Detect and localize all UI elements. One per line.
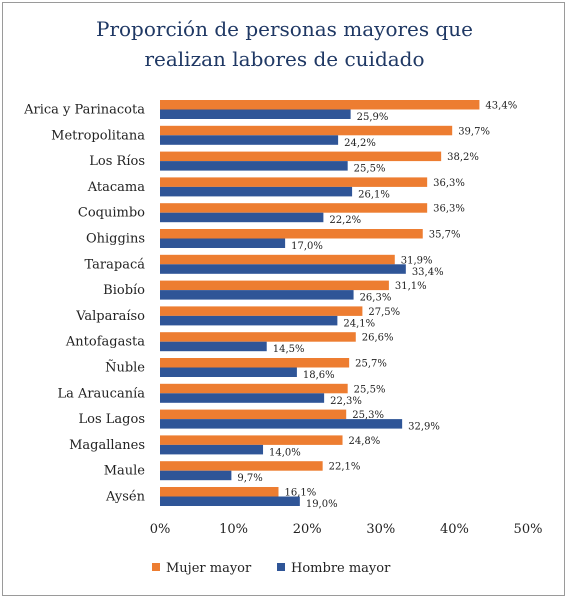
x-tick-label: 10% xyxy=(219,522,248,537)
legend-label: Hombre mayor xyxy=(291,561,391,576)
bar-hombre-mayor xyxy=(160,419,403,429)
value-label-mujer-mayor: 36,3% xyxy=(433,178,465,189)
bar-mujer-mayor xyxy=(160,151,442,162)
category-label: Arica y Parinacota xyxy=(23,103,145,118)
x-tick-label: 30% xyxy=(366,522,395,537)
bars-group xyxy=(160,100,480,506)
value-label-mujer-mayor: 24,8% xyxy=(349,436,381,447)
bar-hombre-mayor xyxy=(160,470,232,481)
category-label: Antofagasta xyxy=(65,335,145,350)
value-label-mujer-mayor: 25,5% xyxy=(354,384,386,395)
category-label: Metropolitana xyxy=(51,128,145,143)
bar-mujer-mayor xyxy=(160,229,423,239)
bar-mujer-mayor xyxy=(160,487,279,497)
value-label-hombre-mayor: 26,1% xyxy=(358,189,390,200)
category-label: Biobío xyxy=(103,283,145,298)
bar-hombre-mayor xyxy=(160,496,300,506)
bar-hombre-mayor xyxy=(160,264,406,274)
bar-hombre-mayor xyxy=(160,238,286,248)
category-label: Los Lagos xyxy=(79,412,145,427)
x-tick-label: 20% xyxy=(293,522,322,537)
bar-mujer-mayor xyxy=(160,100,480,110)
value-label-mujer-mayor: 38,2% xyxy=(447,152,479,163)
legend-label: Mujer mayor xyxy=(166,561,252,576)
bar-mujer-mayor xyxy=(160,435,343,445)
category-label: Maule xyxy=(104,464,146,479)
bar-hombre-mayor xyxy=(160,315,338,326)
bar-hombre-mayor xyxy=(160,212,324,223)
legend-swatch xyxy=(277,563,285,571)
x-axis-ticks: 0% 10% 20% 30% 40% 50% xyxy=(150,522,543,537)
value-label-mujer-mayor: 26,6% xyxy=(362,333,394,344)
value-label-mujer-mayor: 16,1% xyxy=(284,488,316,499)
chart-title-line-2: realizan labores de cuidado xyxy=(144,47,425,71)
value-label-mujer-mayor: 31,1% xyxy=(395,281,427,292)
value-label-hombre-mayor: 22,2% xyxy=(329,215,361,226)
value-label-hombre-mayor: 14,0% xyxy=(269,447,301,458)
category-label: Valparaíso xyxy=(75,309,145,324)
value-label-hombre-mayor: 9,7% xyxy=(237,473,262,484)
value-label-hombre-mayor: 19,0% xyxy=(306,499,338,510)
value-label-mujer-mayor: 25,3% xyxy=(352,410,384,421)
category-label: Los Ríos xyxy=(89,154,145,169)
category-label: Atacama xyxy=(87,180,145,195)
bar-hombre-mayor xyxy=(160,161,348,171)
value-labels: 43,4% 25,9% 39,7% 24,2% 38,2% 25,5% 36,3% 26,1%… xyxy=(237,101,517,511)
bar-mujer-mayor xyxy=(160,125,453,136)
bar-mujer-mayor xyxy=(160,177,428,187)
value-label-hombre-mayor: 14,5% xyxy=(273,344,305,355)
x-tick-label: 50% xyxy=(514,522,543,537)
bar-mujer-mayor xyxy=(160,332,356,342)
value-label-hombre-mayor: 33,4% xyxy=(412,267,444,278)
bar-mujer-mayor xyxy=(160,383,348,394)
bar-mujer-mayor xyxy=(160,358,350,368)
value-label-hombre-mayor: 24,1% xyxy=(343,318,375,329)
legend-swatch xyxy=(152,563,160,571)
value-label-hombre-mayor: 25,5% xyxy=(354,164,386,175)
bar-hombre-mayor xyxy=(160,367,297,377)
value-label-mujer-mayor: 39,7% xyxy=(458,126,490,137)
category-labels: Arica y Parinacota Metropolitana Los Ríos A… xyxy=(23,103,146,505)
category-label: Ohiggins xyxy=(86,232,145,247)
value-label-mujer-mayor: 36,3% xyxy=(433,204,465,215)
value-label-hombre-mayor: 17,0% xyxy=(291,241,323,252)
bar-mujer-mayor xyxy=(160,280,389,291)
bar-mujer-mayor xyxy=(160,203,428,213)
bar-hombre-mayor xyxy=(160,341,267,352)
category-label: Coquimbo xyxy=(78,206,145,221)
value-label-hombre-mayor: 18,6% xyxy=(303,370,335,381)
value-label-hombre-mayor: 26,3% xyxy=(360,293,392,304)
legend: Mujer mayor Hombre mayor xyxy=(152,561,391,576)
bar-mujer-mayor xyxy=(160,254,395,265)
value-label-mujer-mayor: 22,1% xyxy=(329,462,361,473)
bar-hombre-mayor xyxy=(160,290,354,300)
category-label: Tarapacá xyxy=(85,257,146,272)
value-label-mujer-mayor: 27,5% xyxy=(368,307,400,318)
x-tick-label: 40% xyxy=(440,522,469,537)
value-label-hombre-mayor: 25,9% xyxy=(357,112,389,123)
bar-mujer-mayor xyxy=(160,306,363,316)
bar-hombre-mayor xyxy=(160,393,325,403)
value-label-mujer-mayor: 43,4% xyxy=(485,101,517,112)
category-label: Aysén xyxy=(105,490,146,505)
bar-mujer-mayor xyxy=(160,461,323,471)
bar-hombre-mayor xyxy=(160,109,351,119)
chart-title-line-1: Proporción de personas mayores que xyxy=(95,17,474,41)
value-label-mujer-mayor: 31,9% xyxy=(401,255,433,266)
bar-hombre-mayor xyxy=(160,444,264,455)
value-label-hombre-mayor: 24,2% xyxy=(344,138,376,149)
category-label: Magallanes xyxy=(69,438,145,453)
value-label-hombre-mayor: 22,3% xyxy=(330,396,362,407)
bar-mujer-mayor xyxy=(160,409,347,420)
category-label: La Araucanía xyxy=(57,386,145,401)
value-label-hombre-mayor: 32,9% xyxy=(408,422,440,433)
bar-hombre-mayor xyxy=(160,135,339,145)
x-tick-label: 0% xyxy=(150,522,171,537)
chart-title: Proporción de personas mayores que reali… xyxy=(0,14,569,74)
value-label-mujer-mayor: 35,7% xyxy=(429,230,461,241)
value-label-mujer-mayor: 25,7% xyxy=(355,359,387,370)
bar-hombre-mayor xyxy=(160,186,353,197)
category-label: Ñuble xyxy=(105,360,145,376)
